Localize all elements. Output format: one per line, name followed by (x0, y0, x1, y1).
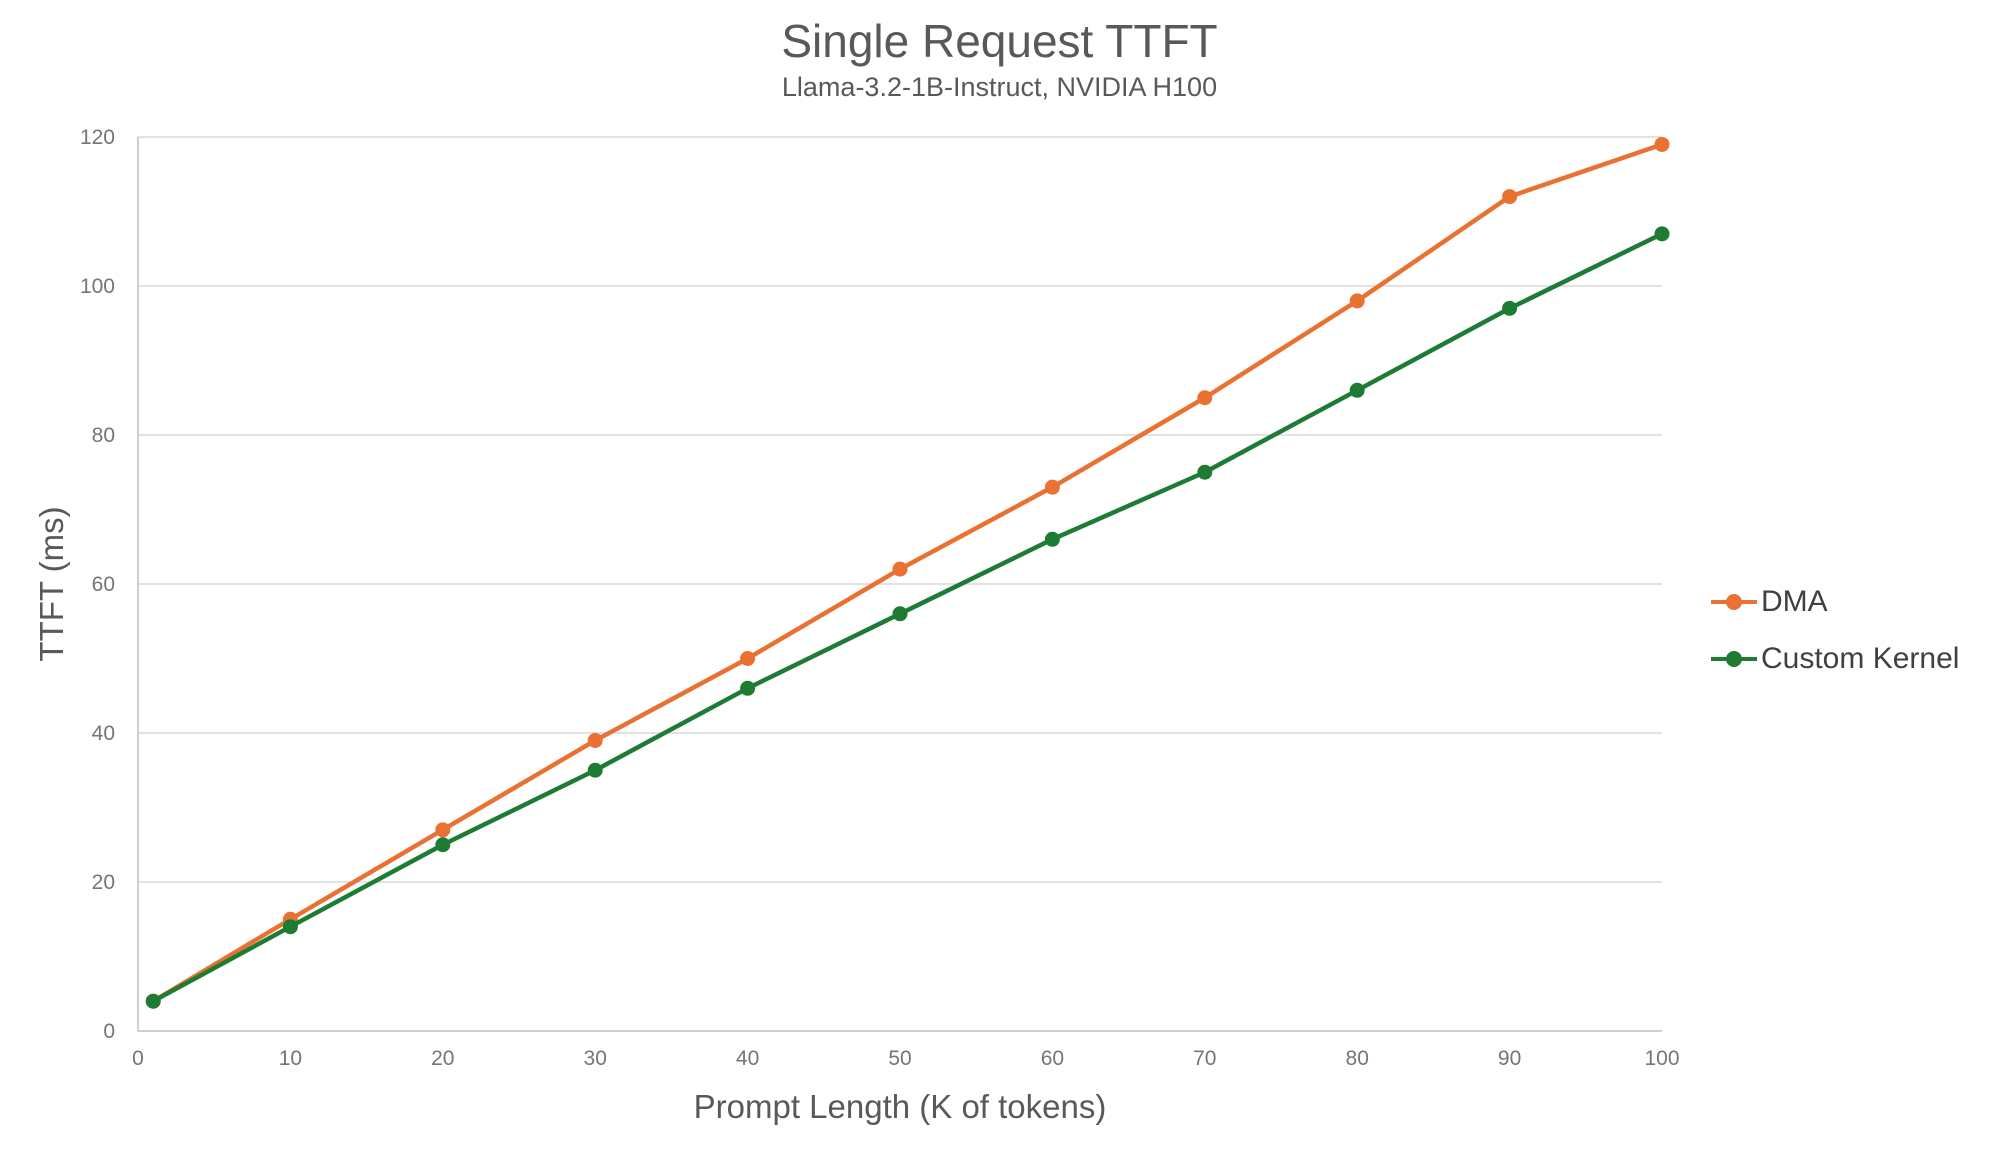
data-point-custom-kernel (892, 606, 908, 622)
data-point-custom-kernel (1349, 382, 1365, 398)
chart-subtitle: Llama-3.2-1B-Instruct, NVIDIA H100 (781, 72, 1218, 102)
data-point-dma (1197, 390, 1213, 406)
series-line-dma (150, 142, 1665, 1004)
x-tick-label: 50 (888, 1047, 911, 1070)
data-point-dma (587, 732, 603, 748)
x-tick-label: 100 (1644, 1047, 1679, 1070)
data-point-custom-kernel (587, 762, 603, 778)
y-tick-label: 120 (80, 126, 115, 149)
legend-marker-line-icon (1711, 593, 1757, 610)
x-tick-label: 20 (431, 1047, 454, 1070)
x-tick-label: 40 (736, 1047, 759, 1070)
y-tick-label: 80 (92, 424, 115, 447)
legend-marker-dot-icon (1726, 650, 1742, 667)
chart-title: Single Request TTFT (781, 15, 1218, 67)
data-point-custom-kernel (1654, 226, 1670, 242)
x-tick-label: 0 (132, 1047, 144, 1070)
x-tick-label: 80 (1346, 1047, 1369, 1070)
data-point-dma (740, 651, 756, 666)
data-point-custom-kernel (435, 837, 451, 853)
y-axis-title: TTFT (ms) (33, 506, 70, 662)
x-tick-label: 90 (1498, 1047, 1521, 1070)
data-point-custom-kernel (740, 680, 756, 696)
legend-item: Custom Kernel (1711, 637, 1959, 680)
y-tick-label: 40 (92, 722, 115, 745)
legend-label: DMA (1761, 584, 1828, 618)
data-point-dma (1044, 479, 1060, 495)
data-point-custom-kernel (1502, 300, 1518, 316)
legend-item: DMA (1711, 580, 1959, 623)
x-tick-label: 10 (279, 1047, 302, 1070)
legend-marker-dot-icon (1726, 593, 1742, 610)
data-point-dma (435, 822, 451, 838)
y-tick-label: 0 (103, 1020, 115, 1043)
y-tick-label: 100 (80, 275, 115, 298)
y-tick-label: 20 (92, 871, 115, 894)
data-point-custom-kernel (282, 919, 298, 935)
data-point-custom-kernel (1044, 531, 1060, 547)
data-point-custom-kernel (1197, 464, 1213, 480)
x-tick-label: 60 (1041, 1047, 1064, 1070)
data-point-dma (1654, 136, 1670, 152)
legend: DMA Custom Kernel (1711, 580, 1959, 680)
x-axis-title: Prompt Length (K of tokens) (693, 1088, 1107, 1125)
x-tick-label: 70 (1193, 1047, 1216, 1070)
data-point-dma (892, 561, 908, 577)
x-tick-label: 30 (584, 1047, 607, 1070)
legend-marker-line-icon (1711, 650, 1757, 667)
data-point-custom-kernel (145, 993, 161, 1009)
data-point-dma (1349, 293, 1365, 309)
data-point-dma (1502, 189, 1518, 205)
y-tick-label: 60 (92, 573, 115, 596)
series-line-custom-kernel (150, 231, 1665, 1004)
legend-label: Custom Kernel (1761, 641, 1960, 675)
